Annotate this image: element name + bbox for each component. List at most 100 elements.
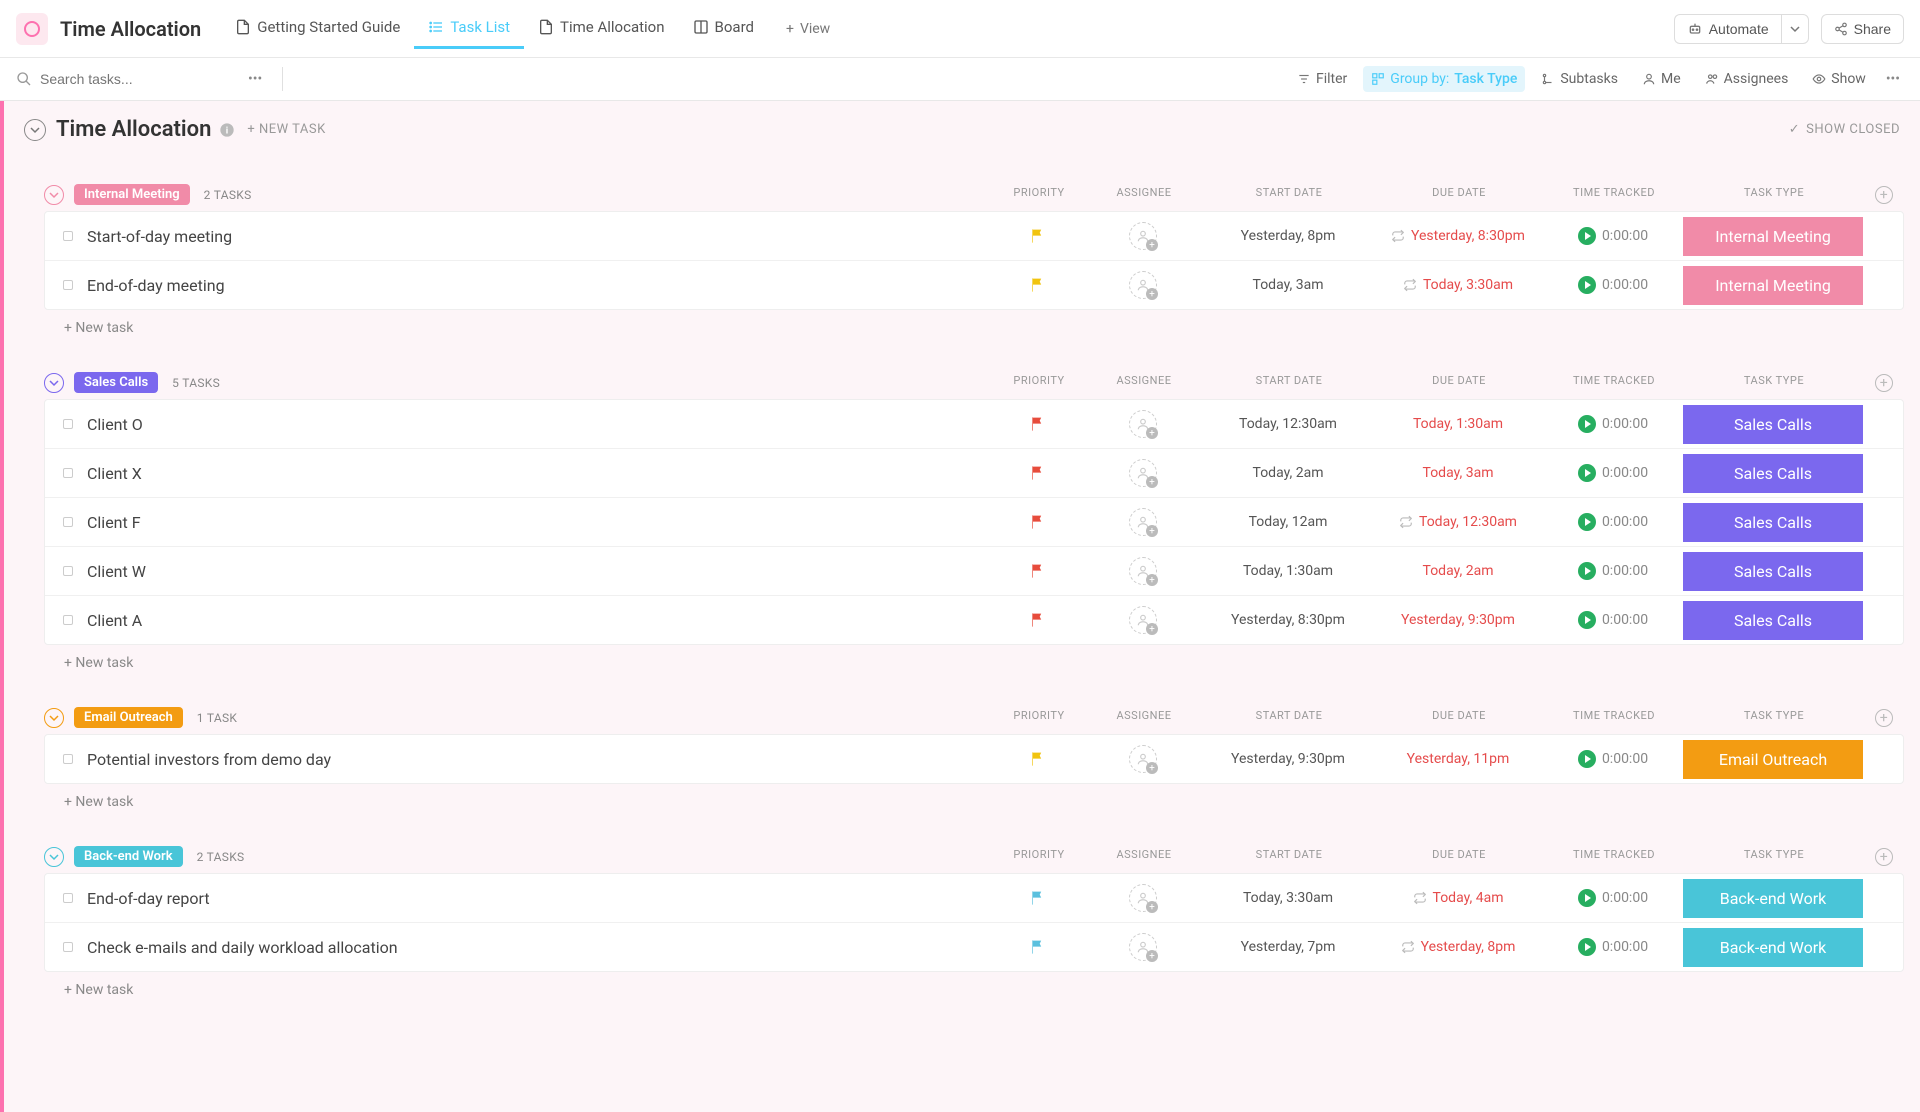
task-row[interactable]: Start-of-day meeting Yesterday, 8pm Yest… bbox=[45, 212, 1903, 261]
group-by-button[interactable]: Group by: Task Type bbox=[1363, 66, 1525, 92]
status-checkbox[interactable] bbox=[63, 517, 73, 527]
tab-task-list[interactable]: Task List bbox=[414, 8, 524, 49]
task-type-cell[interactable]: Sales Calls bbox=[1683, 562, 1863, 581]
task-name[interactable]: Start-of-day meeting bbox=[87, 227, 993, 246]
group-badge[interactable]: Sales Calls bbox=[74, 372, 158, 393]
toolbar-more-icon[interactable]: ••• bbox=[1882, 67, 1904, 91]
automate-dropdown[interactable] bbox=[1781, 14, 1809, 44]
task-type-cell[interactable]: Sales Calls bbox=[1683, 611, 1863, 630]
due-date-cell[interactable]: Today, 3am bbox=[1373, 465, 1543, 481]
start-date-cell[interactable]: Today, 3:30am bbox=[1203, 890, 1373, 906]
task-row[interactable]: Client A Yesterday, 8:30pm Yesterday, 9:… bbox=[45, 596, 1903, 644]
show-button[interactable]: Show bbox=[1804, 66, 1874, 92]
new-task-row[interactable]: + New task bbox=[44, 972, 1904, 1008]
start-date-cell[interactable]: Yesterday, 8:30pm bbox=[1203, 612, 1373, 628]
status-checkbox[interactable] bbox=[63, 468, 73, 478]
new-task-row[interactable]: + New task bbox=[44, 645, 1904, 681]
start-date-cell[interactable]: Today, 1:30am bbox=[1203, 563, 1373, 579]
add-view-button[interactable]: + View bbox=[772, 11, 844, 47]
status-checkbox[interactable] bbox=[63, 419, 73, 429]
priority-cell[interactable] bbox=[993, 276, 1083, 294]
task-row[interactable]: End-of-day meeting Today, 3am Today, 3:3… bbox=[45, 261, 1903, 309]
status-checkbox[interactable] bbox=[63, 566, 73, 576]
assignee-cell[interactable] bbox=[1083, 884, 1203, 912]
new-task-button[interactable]: + NEW TASK bbox=[247, 122, 325, 137]
assignee-cell[interactable] bbox=[1083, 410, 1203, 438]
tab-getting-started-guide[interactable]: Getting Started Guide bbox=[221, 8, 414, 49]
tab-time-allocation[interactable]: Time Allocation bbox=[524, 8, 678, 49]
status-checkbox[interactable] bbox=[63, 280, 73, 290]
time-tracked-cell[interactable]: 0:00:00 bbox=[1543, 750, 1683, 768]
task-type-cell[interactable]: Internal Meeting bbox=[1683, 227, 1863, 246]
filter-button[interactable]: Filter bbox=[1289, 66, 1355, 92]
play-icon[interactable] bbox=[1578, 276, 1596, 294]
task-name[interactable]: Client X bbox=[87, 464, 993, 483]
task-row[interactable]: Client O Today, 12:30am Today, 1:30am bbox=[45, 400, 1903, 449]
time-tracked-cell[interactable]: 0:00:00 bbox=[1543, 415, 1683, 433]
priority-cell[interactable] bbox=[993, 562, 1083, 580]
time-tracked-cell[interactable]: 0:00:00 bbox=[1543, 227, 1683, 245]
start-date-cell[interactable]: Today, 2am bbox=[1203, 465, 1373, 481]
group-collapse-toggle[interactable] bbox=[44, 185, 64, 205]
status-checkbox[interactable] bbox=[63, 754, 73, 764]
add-column-button[interactable]: + bbox=[1875, 848, 1893, 866]
new-task-row[interactable]: + New task bbox=[44, 310, 1904, 346]
task-type-cell[interactable]: Sales Calls bbox=[1683, 513, 1863, 532]
due-date-cell[interactable]: Today, 4am bbox=[1373, 890, 1543, 906]
due-date-cell[interactable]: Yesterday, 8:30pm bbox=[1373, 228, 1543, 244]
task-type-cell[interactable]: Internal Meeting bbox=[1683, 276, 1863, 295]
assignee-cell[interactable] bbox=[1083, 222, 1203, 250]
share-button[interactable]: Share bbox=[1821, 14, 1904, 44]
task-name[interactable]: Client F bbox=[87, 513, 993, 532]
assignee-cell[interactable] bbox=[1083, 557, 1203, 585]
priority-cell[interactable] bbox=[993, 227, 1083, 245]
task-name[interactable]: End-of-day meeting bbox=[87, 276, 993, 295]
new-task-row[interactable]: + New task bbox=[44, 784, 1904, 820]
due-date-cell[interactable]: Yesterday, 9:30pm bbox=[1373, 612, 1543, 628]
task-type-cell[interactable]: Back-end Work bbox=[1683, 889, 1863, 908]
play-icon[interactable] bbox=[1578, 513, 1596, 531]
play-icon[interactable] bbox=[1578, 611, 1596, 629]
play-icon[interactable] bbox=[1578, 750, 1596, 768]
play-icon[interactable] bbox=[1578, 415, 1596, 433]
task-type-cell[interactable]: Email Outreach bbox=[1683, 750, 1863, 769]
task-name[interactable]: Client A bbox=[87, 611, 993, 630]
automate-button[interactable]: Automate bbox=[1674, 14, 1781, 44]
status-checkbox[interactable] bbox=[63, 231, 73, 241]
assignee-cell[interactable] bbox=[1083, 459, 1203, 487]
group-badge[interactable]: Email Outreach bbox=[74, 707, 183, 728]
group-badge[interactable]: Back-end Work bbox=[74, 846, 183, 867]
time-tracked-cell[interactable]: 0:00:00 bbox=[1543, 938, 1683, 956]
task-type-cell[interactable]: Back-end Work bbox=[1683, 938, 1863, 957]
status-checkbox[interactable] bbox=[63, 893, 73, 903]
group-collapse-toggle[interactable] bbox=[44, 708, 64, 728]
task-name[interactable]: End-of-day report bbox=[87, 889, 993, 908]
priority-cell[interactable] bbox=[993, 889, 1083, 907]
group-collapse-toggle[interactable] bbox=[44, 373, 64, 393]
workspace-logo[interactable] bbox=[16, 13, 48, 45]
assignee-cell[interactable] bbox=[1083, 271, 1203, 299]
task-row[interactable]: Client X Today, 2am Today, 3am 0:00:0 bbox=[45, 449, 1903, 498]
time-tracked-cell[interactable]: 0:00:00 bbox=[1543, 276, 1683, 294]
add-column-button[interactable]: + bbox=[1875, 186, 1893, 204]
task-row[interactable]: Client F Today, 12am Today, 12:30am 0 bbox=[45, 498, 1903, 547]
play-icon[interactable] bbox=[1578, 562, 1596, 580]
show-closed-toggle[interactable]: ✓ SHOW CLOSED bbox=[1789, 122, 1900, 137]
due-date-cell[interactable]: Today, 1:30am bbox=[1373, 416, 1543, 432]
priority-cell[interactable] bbox=[993, 464, 1083, 482]
search-input[interactable] bbox=[40, 71, 200, 87]
task-row[interactable]: Check e-mails and daily workload allocat… bbox=[45, 923, 1903, 971]
subtasks-button[interactable]: Subtasks bbox=[1533, 66, 1626, 92]
time-tracked-cell[interactable]: 0:00:00 bbox=[1543, 562, 1683, 580]
time-tracked-cell[interactable]: 0:00:00 bbox=[1543, 611, 1683, 629]
tab-board[interactable]: Board bbox=[679, 8, 768, 49]
task-type-cell[interactable]: Sales Calls bbox=[1683, 464, 1863, 483]
assignees-button[interactable]: Assignees bbox=[1697, 66, 1797, 92]
start-date-cell[interactable]: Today, 12:30am bbox=[1203, 416, 1373, 432]
start-date-cell[interactable]: Today, 3am bbox=[1203, 277, 1373, 293]
priority-cell[interactable] bbox=[993, 611, 1083, 629]
task-name[interactable]: Client O bbox=[87, 415, 993, 434]
add-column-button[interactable]: + bbox=[1875, 709, 1893, 727]
task-row[interactable]: Client W Today, 1:30am Today, 2am 0:0 bbox=[45, 547, 1903, 596]
play-icon[interactable] bbox=[1578, 889, 1596, 907]
